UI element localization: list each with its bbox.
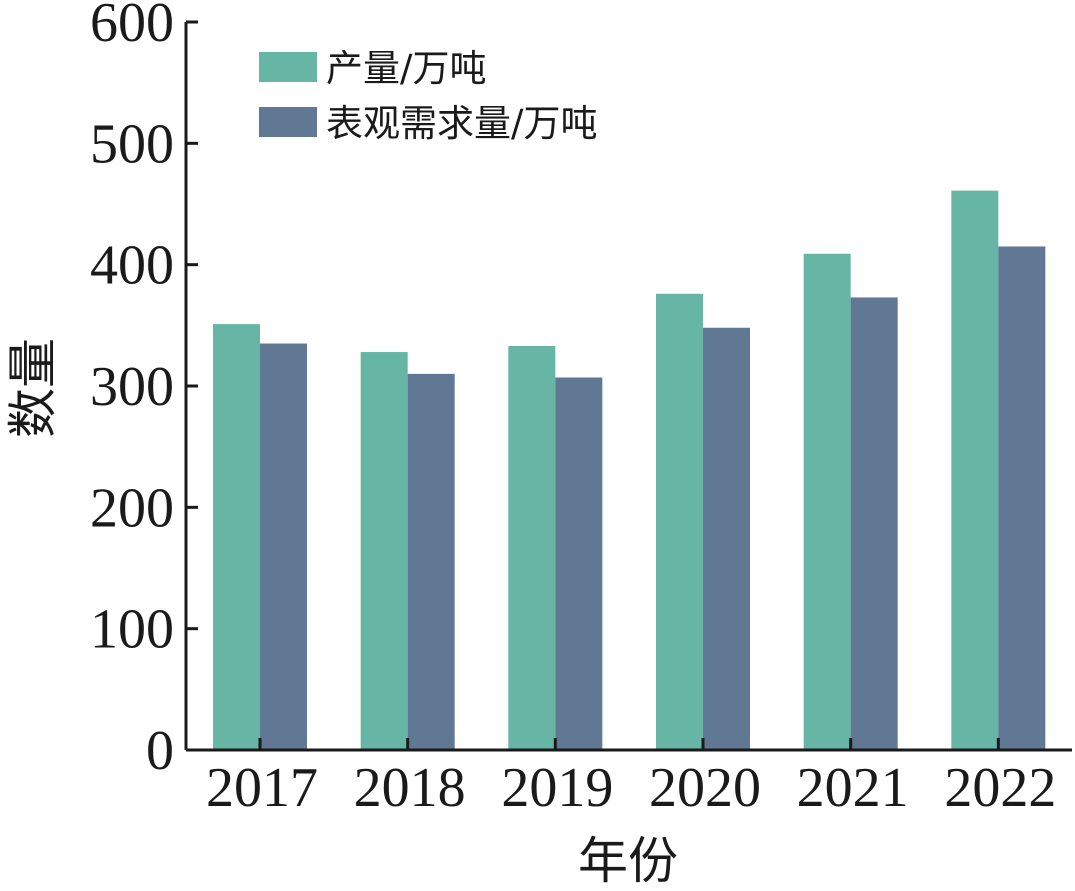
bar-production-2017 — [213, 324, 260, 750]
x-tick-label: 2021 — [797, 757, 909, 819]
y-tick-label: 300 — [90, 356, 174, 418]
bar-demand-2020 — [703, 327, 750, 750]
y-tick-label: 500 — [90, 113, 174, 175]
x-ticks: 2017 2018 2019 2020 2021 2022 — [206, 738, 1056, 819]
bar-demand-2021 — [850, 297, 898, 750]
x-tick-label: 2019 — [501, 757, 613, 819]
bar-production-2022 — [951, 190, 999, 751]
legend-swatch — [259, 52, 317, 82]
bar-demand-2017 — [260, 343, 307, 750]
y-tick-label: 600 — [90, 0, 174, 54]
bar-demand-2019 — [555, 377, 603, 750]
y-tick-label: 100 — [90, 599, 174, 661]
y-ticks: 0 100 200 300 400 500 600 — [90, 0, 198, 782]
bars-layer — [213, 190, 1046, 751]
legend-swatch — [259, 107, 317, 137]
x-tick-label: 2017 — [206, 757, 318, 819]
bar-production-2021 — [803, 253, 851, 750]
legend-label: 表观需求量/万吨 — [326, 102, 597, 145]
y-axis-title: 数量 — [4, 338, 62, 438]
bar-production-2018 — [360, 352, 408, 750]
y-tick-label: 200 — [90, 477, 174, 539]
x-tick-label: 2018 — [354, 757, 466, 819]
y-tick-label: 400 — [90, 235, 174, 297]
bar-production-2020 — [656, 293, 703, 750]
bar-production-2019 — [508, 345, 556, 750]
legend-label: 产量/万吨 — [326, 47, 486, 90]
x-tick-label: 2022 — [944, 757, 1056, 819]
y-tick-label: 0 — [146, 720, 174, 782]
bar-demand-2022 — [998, 246, 1046, 750]
bar-demand-2018 — [407, 373, 455, 750]
x-axis-title: 年份 — [578, 832, 678, 890]
x-tick-label: 2020 — [649, 757, 761, 819]
axes-layer — [184, 22, 1072, 752]
